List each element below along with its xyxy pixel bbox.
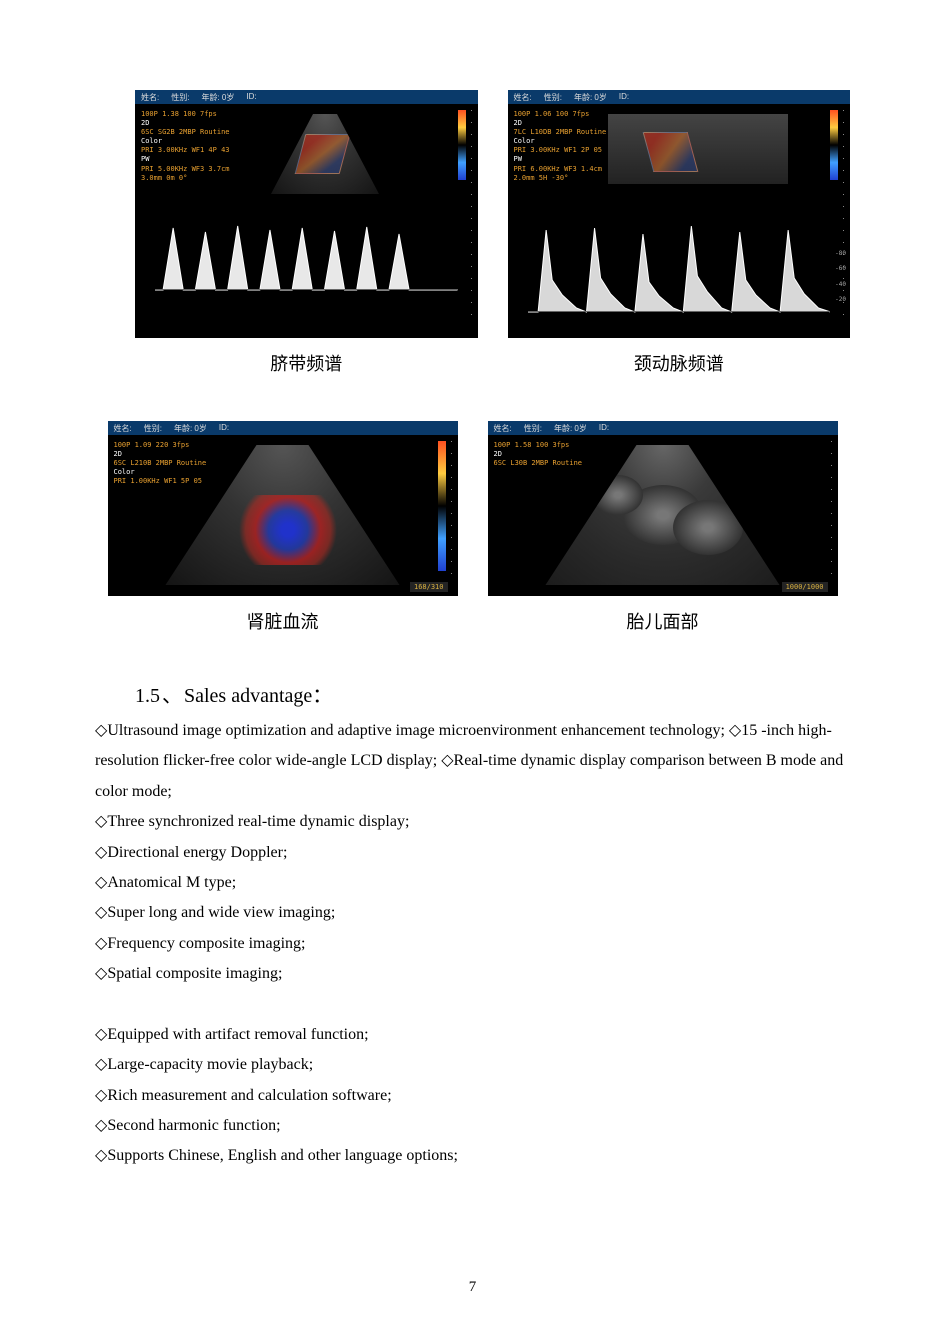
advantage-item: Super long and wide view imaging;	[107, 904, 335, 921]
scan-fan	[533, 445, 793, 585]
us-header-field: ID:	[599, 423, 609, 433]
caption-carotid: 颈动脉频谱	[508, 350, 851, 376]
advantage-item: Three synchronized real-time dynamic dis…	[107, 813, 409, 830]
color-doppler-roi	[295, 134, 351, 174]
section-separator: 、	[162, 685, 182, 707]
bullet-icon: ◇	[95, 935, 107, 952]
us-header-field: 年龄: 0岁	[174, 423, 207, 433]
doppler-spectrum	[155, 220, 458, 320]
ultrasound-row-2: 姓名: 性别: 年龄: 0岁 ID: 100P 1.09 220 3fps 2D…	[95, 421, 850, 596]
us-header-field: 性别:	[524, 423, 542, 433]
section-title: Sales advantage	[184, 685, 312, 707]
bullet-icon: ◇	[95, 1056, 107, 1073]
us-header-field: ID:	[246, 92, 256, 102]
caption-kidney: 肾脏血流	[108, 608, 458, 634]
depth-ruler	[466, 110, 476, 318]
advantage-item: Large-capacity movie playback;	[107, 1056, 313, 1073]
us-header-field: 姓名:	[114, 423, 132, 433]
us-header-field: 年龄: 0岁	[554, 423, 587, 433]
us-params: 100P 1.38 100 7fps 2D 6SC SG2B 2MBP Rout…	[141, 110, 230, 183]
bullet-icon: ◇	[95, 904, 107, 921]
bullet-icon: ◇	[95, 1026, 107, 1043]
us-header-field: 性别:	[144, 423, 162, 433]
section-number: 1.5	[135, 685, 160, 707]
advantage-flow-text: Ultrasound image optimization and adapti…	[95, 722, 843, 800]
color-scale-bar	[830, 110, 838, 180]
linear-scan	[608, 114, 788, 184]
us-header-field: ID:	[619, 92, 629, 102]
color-doppler-kidney	[233, 495, 343, 565]
bullet-icon: ◇	[95, 874, 107, 891]
us-header-field: 姓名:	[494, 423, 512, 433]
advantage-item: Equipped with artifact removal function;	[107, 1026, 368, 1043]
color-scale-bar	[458, 110, 466, 180]
ultrasound-image-kidney: 姓名: 性别: 年龄: 0岁 ID: 100P 1.09 220 3fps 2D…	[108, 421, 458, 596]
scale-badge: 1000/1000	[782, 582, 828, 592]
advantage-item: Second harmonic function;	[107, 1117, 280, 1134]
us-header-field: ID:	[219, 423, 229, 433]
us-header-field: 年龄: 0岁	[574, 92, 607, 102]
color-doppler-roi	[642, 132, 698, 172]
depth-ruler	[826, 441, 836, 576]
page-number: 7	[0, 1279, 945, 1296]
bullet-icon: ◇	[95, 844, 107, 861]
scale-badge: 168/310	[410, 582, 448, 592]
caption-fetal: 胎儿面部	[488, 608, 838, 634]
advantage-item: Rich measurement and calculation softwar…	[107, 1087, 391, 1104]
advantage-item: Anatomical M type;	[107, 874, 236, 891]
captions-row-2: 肾脏血流 胎儿面部	[95, 608, 850, 634]
us-header-field: 姓名:	[141, 92, 159, 102]
advantage-item: Frequency composite imaging;	[107, 935, 305, 952]
bullet-icon: ◇	[95, 722, 107, 739]
ultrasound-image-umbilical: 姓名: 性别: 年龄: 0岁 ID: 100P 1.38 100 7fps 2D…	[135, 90, 478, 338]
depth-ruler	[446, 441, 456, 576]
us-header-field: 姓名:	[514, 92, 532, 102]
bullet-icon: ◇	[95, 1147, 107, 1164]
scan-fan	[153, 445, 413, 585]
ultrasound-image-fetal-face: 姓名: 性别: 年龄: 0岁 ID: 100P 1.58 100 3fps 2D…	[488, 421, 838, 596]
advantages-body: ◇Ultrasound image optimization and adapt…	[95, 716, 850, 1172]
bullet-icon: ◇	[95, 965, 107, 982]
section-colon: ：	[312, 685, 332, 707]
us-params: 100P 1.06 100 7fps 2D 7LC L10DB 2MBP Rou…	[514, 110, 607, 183]
section-heading: 1.5、Sales advantage：	[135, 679, 850, 708]
us-header-field: 年龄: 0岁	[201, 92, 234, 102]
captions-row-1: 脐带频谱 颈动脉频谱	[135, 350, 850, 376]
advantage-item: Spatial composite imaging;	[107, 965, 282, 982]
bullet-icon: ◇	[95, 813, 107, 830]
advantage-item: Supports Chinese, English and other lang…	[107, 1147, 458, 1164]
us-header-field: 性别:	[544, 92, 562, 102]
color-scale-bar	[438, 441, 446, 571]
us-header-field: 性别:	[171, 92, 189, 102]
ultrasound-image-carotid: 姓名: 性别: 年龄: 0岁 ID: 100P 1.06 100 7fps 2D…	[508, 90, 851, 338]
advantage-item: Directional energy Doppler;	[107, 844, 287, 861]
bullet-icon: ◇	[95, 1117, 107, 1134]
ultrasound-row-1: 姓名: 性别: 年龄: 0岁 ID: 100P 1.38 100 7fps 2D…	[135, 90, 850, 338]
bullet-icon: ◇	[95, 1087, 107, 1104]
caption-umbilical: 脐带频谱	[135, 350, 478, 376]
doppler-spectrum	[528, 220, 831, 320]
scan-fan	[265, 114, 385, 194]
